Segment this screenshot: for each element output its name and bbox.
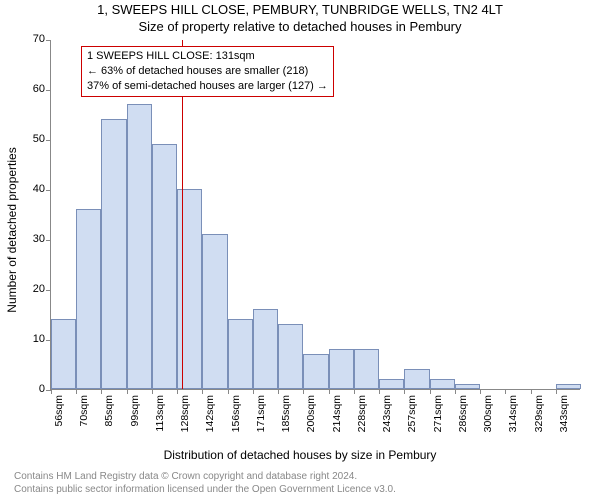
histogram-bar <box>404 369 429 389</box>
x-tick-mark <box>531 389 532 394</box>
info-line-2: ← 63% of detached houses are smaller (21… <box>87 64 328 79</box>
x-tick-label: 257sqm <box>406 395 418 432</box>
histogram-bar <box>177 189 202 389</box>
histogram-bar <box>430 379 455 389</box>
y-tick-label: 0 <box>15 383 51 395</box>
info-box: 1 SWEEPS HILL CLOSE: 131sqm ← 63% of det… <box>81 46 334 97</box>
x-tick-label: 300sqm <box>482 395 494 432</box>
x-tick-label: 314sqm <box>507 395 519 432</box>
y-tick-label: 70 <box>15 33 51 45</box>
chart-title-sub: Size of property relative to detached ho… <box>0 19 600 34</box>
x-tick-mark <box>430 389 431 394</box>
x-tick-mark <box>152 389 153 394</box>
x-tick-label: 171sqm <box>255 395 267 432</box>
y-tick-label: 60 <box>15 83 51 95</box>
x-tick-label: 329sqm <box>533 395 545 432</box>
x-tick-label: 214sqm <box>331 395 343 432</box>
x-axis-label: Distribution of detached houses by size … <box>0 448 600 462</box>
histogram-bar <box>127 104 152 389</box>
attribution-text: Contains HM Land Registry data © Crown c… <box>14 471 396 496</box>
histogram-bar <box>152 144 177 389</box>
histogram-bar <box>202 234 227 389</box>
attribution-line-2: Contains public sector information licen… <box>14 484 396 497</box>
x-tick-mark <box>505 389 506 394</box>
x-tick-mark <box>455 389 456 394</box>
plot-area: 01020304050607056sqm70sqm85sqm99sqm113sq… <box>50 40 580 390</box>
chart-container: 1, SWEEPS HILL CLOSE, PEMBURY, TUNBRIDGE… <box>0 0 600 500</box>
histogram-bar <box>455 384 480 389</box>
x-tick-label: 142sqm <box>204 395 216 432</box>
x-tick-label: 85sqm <box>103 395 115 427</box>
y-tick-label: 50 <box>15 133 51 145</box>
histogram-bar <box>253 309 278 389</box>
histogram-bar <box>76 209 101 389</box>
x-tick-mark <box>480 389 481 394</box>
x-tick-mark <box>556 389 557 394</box>
info-line-1: 1 SWEEPS HILL CLOSE: 131sqm <box>87 49 328 64</box>
x-tick-label: 228sqm <box>356 395 368 432</box>
x-tick-label: 243sqm <box>381 395 393 432</box>
histogram-bar <box>278 324 303 389</box>
histogram-bar <box>329 349 354 389</box>
histogram-bar <box>51 319 76 389</box>
x-tick-label: 286sqm <box>457 395 469 432</box>
x-tick-mark <box>253 389 254 394</box>
x-tick-label: 343sqm <box>558 395 570 432</box>
x-tick-label: 113sqm <box>154 395 166 432</box>
histogram-bar <box>556 384 581 389</box>
y-tick-label: 40 <box>15 183 51 195</box>
histogram-bar <box>228 319 253 389</box>
attribution-line-1: Contains HM Land Registry data © Crown c… <box>14 471 396 484</box>
x-tick-mark <box>76 389 77 394</box>
x-tick-mark <box>202 389 203 394</box>
info-line-3: 37% of semi-detached houses are larger (… <box>87 79 328 94</box>
x-tick-mark <box>228 389 229 394</box>
x-tick-label: 200sqm <box>305 395 317 432</box>
x-tick-label: 99sqm <box>129 395 141 427</box>
x-tick-mark <box>303 389 304 394</box>
y-tick-label: 20 <box>15 283 51 295</box>
x-tick-mark <box>404 389 405 394</box>
x-tick-mark <box>354 389 355 394</box>
x-tick-mark <box>127 389 128 394</box>
y-tick-label: 30 <box>15 233 51 245</box>
x-tick-label: 128sqm <box>179 395 191 432</box>
x-tick-label: 156sqm <box>230 395 242 432</box>
chart-title-main: 1, SWEEPS HILL CLOSE, PEMBURY, TUNBRIDGE… <box>0 2 600 17</box>
histogram-bar <box>101 119 126 389</box>
x-tick-mark <box>177 389 178 394</box>
x-tick-mark <box>379 389 380 394</box>
y-tick-label: 10 <box>15 333 51 345</box>
x-tick-label: 56sqm <box>53 395 65 427</box>
histogram-bar <box>303 354 328 389</box>
x-tick-mark <box>51 389 52 394</box>
histogram-bar <box>379 379 404 389</box>
x-tick-label: 185sqm <box>280 395 292 432</box>
x-tick-mark <box>278 389 279 394</box>
x-tick-mark <box>329 389 330 394</box>
x-tick-label: 271sqm <box>432 395 444 432</box>
x-tick-mark <box>101 389 102 394</box>
x-tick-label: 70sqm <box>78 395 90 427</box>
histogram-bar <box>354 349 379 389</box>
